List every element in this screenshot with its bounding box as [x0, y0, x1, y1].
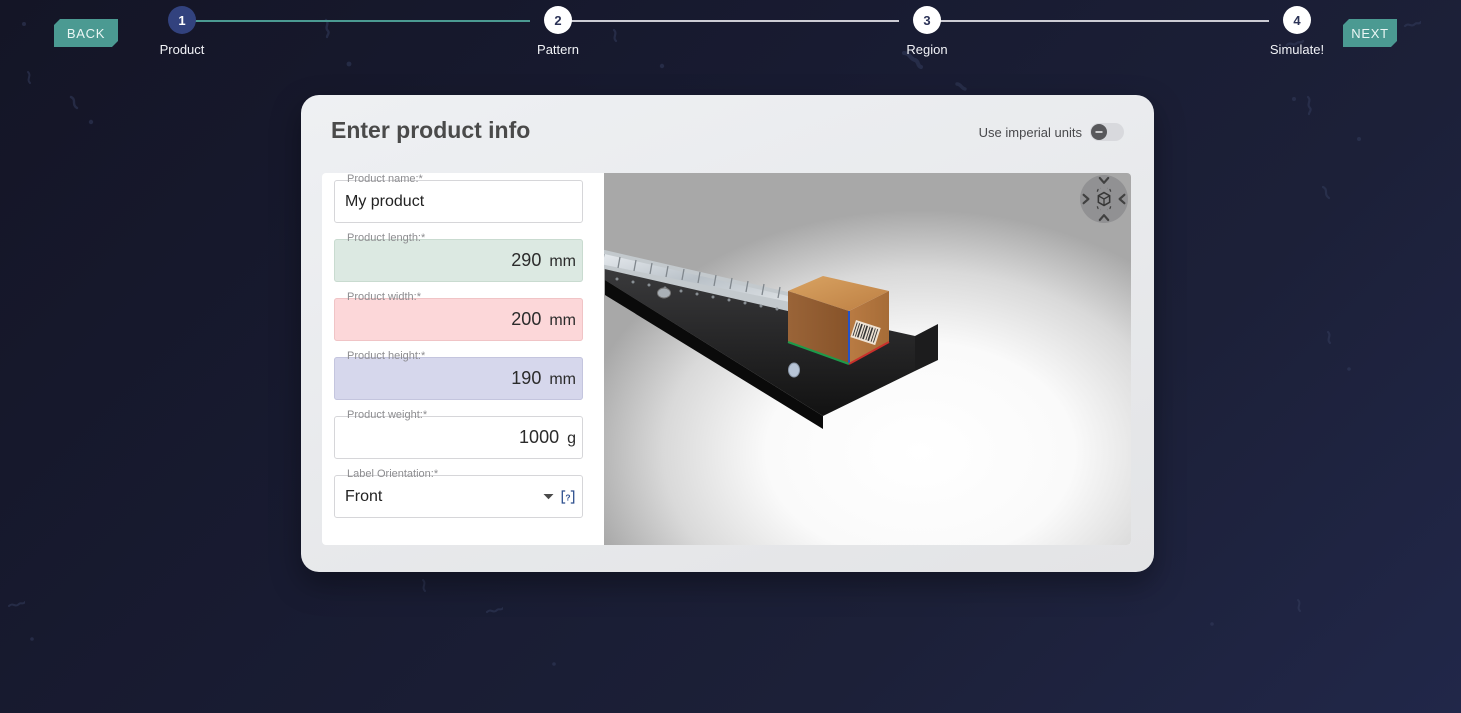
svg-text:?: ?	[565, 492, 570, 502]
